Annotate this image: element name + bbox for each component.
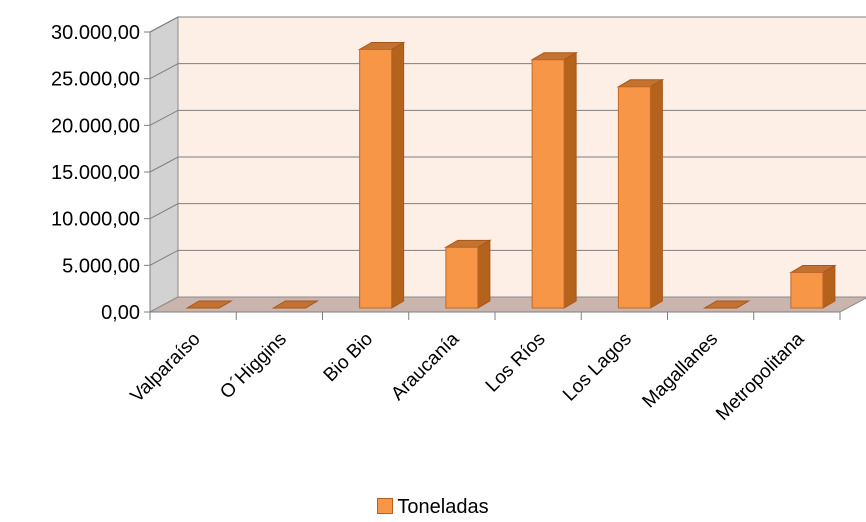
bar-side	[563, 51, 577, 309]
bar	[357, 41, 406, 309]
legend: Toneladas	[0, 496, 866, 519]
y-tick-label: 20.000,00	[51, 115, 140, 137]
y-tick-labels: 0,00 5.000,00 10.000,00 15.000,00 20.000,00 2…	[51, 22, 140, 324]
x-tick-label: Metropolitana	[712, 328, 809, 425]
bar-side	[391, 41, 405, 309]
x-tick-label: Los Lagos	[559, 329, 636, 406]
bar	[530, 51, 578, 309]
x-tick-labels: Valparaíso O´Higgins Bio Bio Araucanía Los R…	[127, 328, 809, 425]
bar	[444, 239, 492, 309]
legend-swatch	[377, 498, 394, 514]
floor	[149, 296, 866, 313]
bar-front	[531, 59, 565, 309]
bar-top	[185, 300, 233, 309]
gridline	[149, 16, 866, 33]
bar	[702, 300, 751, 309]
y-tick-label: 5.000,00	[62, 255, 140, 277]
bar-top	[271, 300, 320, 309]
x-tick-label: Magallanes	[639, 329, 723, 413]
axes	[149, 32, 841, 320]
x-tick-label: Araucanía	[387, 328, 463, 404]
x-tick-label: O´Higgins	[216, 329, 291, 404]
bar-front	[617, 86, 651, 309]
bar	[789, 264, 837, 309]
legend-label: Toneladas	[397, 496, 489, 518]
x-tick-label: Valparaíso	[127, 329, 205, 407]
bar	[616, 78, 665, 309]
bar-top	[702, 300, 751, 309]
y-tick-label: 10.000,00	[51, 209, 140, 231]
bar-front	[359, 48, 393, 309]
x-tick-label: Los Ríos	[482, 329, 550, 397]
y-tick-label: 25.000,00	[51, 69, 140, 91]
bar-side	[649, 78, 663, 309]
bars	[185, 41, 837, 309]
y-tick-label: 30.000,00	[51, 22, 140, 44]
bar	[185, 300, 233, 309]
x-tick-label: Bio Bio	[320, 329, 377, 386]
bar-front	[445, 246, 479, 309]
y-tick-label: 0,00	[101, 302, 140, 324]
chart-walls	[149, 16, 866, 313]
y-tick-label: 15.000,00	[51, 162, 140, 184]
bar-front	[790, 272, 824, 309]
bar	[271, 300, 320, 309]
bar-side	[477, 239, 491, 309]
gridline	[149, 63, 866, 80]
